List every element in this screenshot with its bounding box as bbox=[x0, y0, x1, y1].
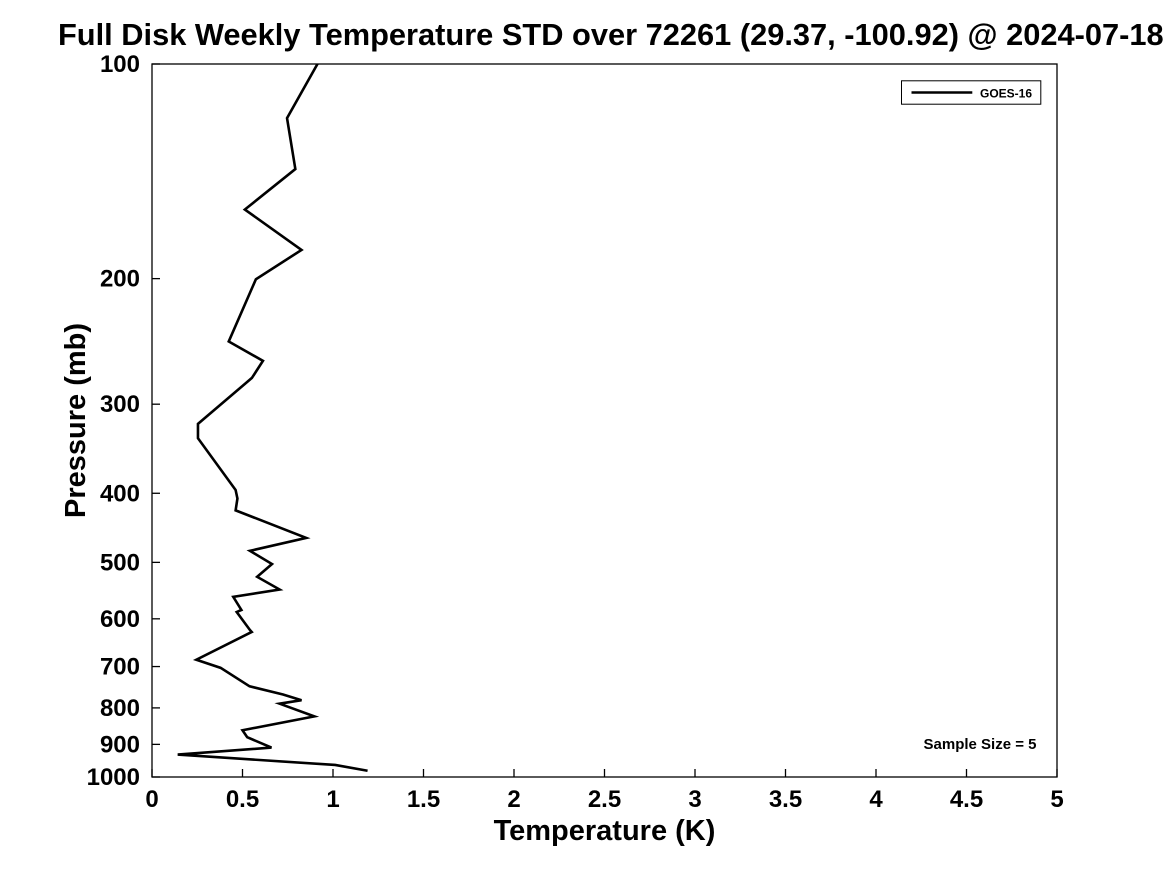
svg-text:1.5: 1.5 bbox=[407, 786, 440, 813]
svg-text:100: 100 bbox=[100, 51, 140, 78]
svg-text:4: 4 bbox=[869, 786, 883, 813]
svg-text:3: 3 bbox=[688, 786, 701, 813]
svg-text:800: 800 bbox=[100, 695, 140, 722]
svg-text:Pressure (mb): Pressure (mb) bbox=[60, 323, 92, 518]
svg-text:Temperature (K): Temperature (K) bbox=[494, 815, 716, 847]
svg-text:5: 5 bbox=[1050, 786, 1063, 813]
svg-text:900: 900 bbox=[100, 731, 140, 758]
svg-text:0: 0 bbox=[145, 786, 158, 813]
svg-text:400: 400 bbox=[100, 480, 140, 507]
svg-text:GOES-16: GOES-16 bbox=[980, 87, 1032, 101]
svg-text:2: 2 bbox=[507, 786, 520, 813]
svg-text:300: 300 bbox=[100, 391, 140, 418]
svg-text:700: 700 bbox=[100, 654, 140, 681]
svg-text:Sample Size = 5: Sample Size = 5 bbox=[924, 736, 1037, 753]
svg-text:600: 600 bbox=[100, 606, 140, 633]
svg-text:1000: 1000 bbox=[87, 764, 140, 791]
svg-text:1: 1 bbox=[326, 786, 339, 813]
svg-text:200: 200 bbox=[100, 266, 140, 293]
svg-text:2.5: 2.5 bbox=[588, 786, 621, 813]
svg-text:0.5: 0.5 bbox=[226, 786, 259, 813]
svg-text:4.5: 4.5 bbox=[950, 786, 983, 813]
svg-text:3.5: 3.5 bbox=[769, 786, 802, 813]
svg-text:500: 500 bbox=[100, 549, 140, 576]
